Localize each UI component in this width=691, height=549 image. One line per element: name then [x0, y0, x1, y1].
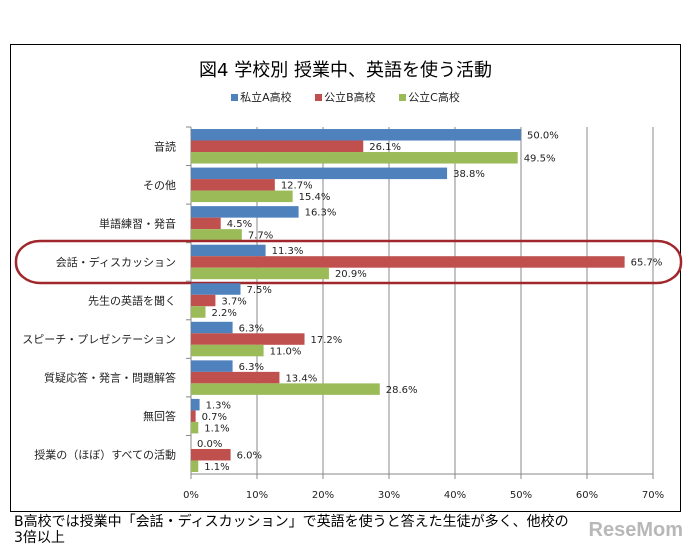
data-label: 0.0%	[197, 439, 222, 450]
legend-label: 公立C高校	[408, 91, 460, 104]
bar	[191, 140, 364, 153]
data-label: 38.8%	[453, 169, 485, 180]
x-tick-label: 20%	[312, 490, 334, 501]
legend-swatch	[315, 94, 323, 101]
chart-frame	[10, 44, 681, 512]
legend-swatch	[231, 94, 239, 101]
bar	[191, 448, 231, 461]
bar	[191, 421, 199, 434]
data-label: 50.0%	[527, 131, 559, 142]
legend-label: 私立A高校	[240, 91, 292, 104]
category-label: 音読	[154, 139, 176, 153]
data-label: 2.2%	[212, 308, 237, 319]
bar	[191, 217, 221, 230]
category-label: 先生の英語を聞く	[88, 294, 176, 308]
data-label: 12.7%	[281, 181, 313, 192]
x-tick-label: 70%	[642, 490, 664, 501]
data-label: 28.6%	[386, 385, 418, 396]
data-label: 11.0%	[270, 346, 302, 357]
bar	[191, 398, 200, 411]
data-label: 16.3%	[305, 208, 337, 219]
category-label: その他	[143, 179, 176, 192]
bar	[191, 321, 233, 334]
data-label: 65.7%	[631, 258, 663, 269]
bar	[191, 244, 266, 257]
legend-item: 公立B高校	[315, 89, 376, 105]
bar	[191, 410, 196, 422]
bar	[191, 383, 380, 395]
x-tick-label: 40%	[444, 490, 466, 501]
legend-item: 私立A高校	[231, 89, 292, 105]
data-label: 1.1%	[204, 462, 229, 473]
bar	[191, 179, 275, 191]
legend-label: 公立B高校	[324, 91, 376, 104]
category-label: 質疑応答・発言・問題解答	[44, 371, 176, 385]
bar	[191, 190, 293, 203]
legend: 私立A高校 公立B高校 公立C高校	[0, 89, 691, 105]
category-label: 授業の（ほぼ）すべての活動	[34, 448, 176, 462]
category-label: 無回答	[143, 409, 176, 423]
data-label: 11.3%	[272, 246, 304, 257]
data-label: 6.3%	[239, 323, 264, 334]
data-label: 15.4%	[299, 192, 331, 203]
data-label: 17.2%	[311, 335, 343, 346]
data-label: 3.7%	[221, 296, 246, 307]
data-label: 1.3%	[206, 400, 231, 411]
data-label: 13.4%	[285, 373, 317, 384]
x-tick-label: 10%	[246, 490, 268, 501]
x-tick-label: 50%	[510, 490, 532, 501]
bar	[191, 206, 299, 218]
bar	[191, 371, 280, 384]
bar	[191, 283, 241, 295]
legend-swatch	[399, 94, 407, 101]
watermark-logo: ReseMom	[588, 519, 683, 541]
highlight-ellipse	[14, 239, 683, 285]
category-label: スピーチ・プレゼンテーション	[22, 333, 176, 346]
data-label: 7.5%	[247, 285, 272, 296]
data-label: 4.5%	[227, 219, 252, 230]
data-label: 26.1%	[369, 142, 401, 153]
category-label: 会話・ディスカッション	[56, 255, 176, 269]
bar	[191, 167, 448, 180]
legend-item: 公立C高校	[399, 89, 460, 105]
bar	[191, 129, 521, 141]
data-label: 20.9%	[335, 269, 367, 280]
bar	[191, 267, 329, 280]
bar	[191, 360, 233, 372]
data-label: 1.1%	[204, 423, 229, 434]
bar	[191, 344, 264, 357]
bar	[191, 460, 199, 472]
data-label: 6.3%	[239, 362, 264, 373]
x-tick-label: 60%	[576, 490, 598, 501]
x-tick-label: 0%	[183, 490, 199, 501]
data-label: 0.7%	[202, 412, 227, 423]
data-label: 6.0%	[237, 450, 262, 461]
data-label: 49.5%	[524, 154, 556, 165]
bar	[191, 294, 216, 307]
bar	[191, 256, 625, 268]
bar	[191, 229, 242, 241]
caption: B高校では授業中「会話・ディスカッション」で英語を使うと答えた生徒が多く、他校の…	[14, 514, 569, 546]
bar	[191, 306, 206, 318]
bar	[191, 333, 305, 345]
bar	[191, 152, 518, 164]
chart-title: 図4 学校別 授業中、英語を使う活動	[199, 60, 492, 81]
data-label: 7.7%	[248, 231, 273, 242]
category-label: 単語練習・発音	[99, 216, 176, 230]
x-tick-label: 30%	[378, 490, 400, 501]
